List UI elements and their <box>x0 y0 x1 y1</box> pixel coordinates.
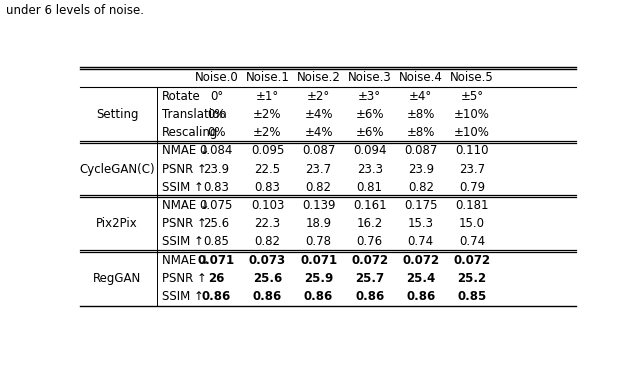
Text: ±2°: ±2° <box>307 90 330 103</box>
Text: 0.74: 0.74 <box>459 236 485 248</box>
Text: 0.072: 0.072 <box>402 254 439 267</box>
Text: Rescaling: Rescaling <box>162 126 218 139</box>
Text: ±2%: ±2% <box>253 126 282 139</box>
Text: 0.82: 0.82 <box>255 236 280 248</box>
Text: ±2%: ±2% <box>253 108 282 121</box>
Text: 0.86: 0.86 <box>355 290 384 303</box>
Text: CycleGAN(C): CycleGAN(C) <box>79 163 155 176</box>
Text: Translation: Translation <box>162 108 227 121</box>
Text: ±4%: ±4% <box>305 126 333 139</box>
Text: ±1°: ±1° <box>256 90 279 103</box>
Text: SSIM ↑: SSIM ↑ <box>162 181 204 194</box>
Text: 0.161: 0.161 <box>353 199 387 212</box>
Text: 0.110: 0.110 <box>455 144 488 158</box>
Text: 0.82: 0.82 <box>305 181 332 194</box>
Text: 0.087: 0.087 <box>404 144 437 158</box>
Text: 0.85: 0.85 <box>204 236 229 248</box>
Text: 0.86: 0.86 <box>202 290 231 303</box>
Text: 0.85: 0.85 <box>457 290 486 303</box>
Text: 0°: 0° <box>210 90 223 103</box>
Text: SSIM ↑: SSIM ↑ <box>162 236 204 248</box>
Text: ±6%: ±6% <box>355 126 384 139</box>
Text: 0.78: 0.78 <box>305 236 332 248</box>
Text: 26: 26 <box>208 272 225 285</box>
Text: Noise.3: Noise.3 <box>348 71 392 84</box>
Text: 25.7: 25.7 <box>355 272 384 285</box>
Text: PSNR ↑: PSNR ↑ <box>162 272 207 285</box>
Text: 22.3: 22.3 <box>255 217 280 230</box>
Text: 0.094: 0.094 <box>353 144 387 158</box>
Text: PSNR ↑: PSNR ↑ <box>162 217 207 230</box>
Text: 0.071: 0.071 <box>300 254 337 267</box>
Text: 23.7: 23.7 <box>305 163 332 176</box>
Text: Rotate: Rotate <box>162 90 200 103</box>
Text: 0.79: 0.79 <box>459 181 485 194</box>
Text: NMAE ↓: NMAE ↓ <box>162 144 210 158</box>
Text: 0.83: 0.83 <box>255 181 280 194</box>
Text: 25.9: 25.9 <box>304 272 333 285</box>
Text: ±10%: ±10% <box>454 108 490 121</box>
Text: 23.7: 23.7 <box>459 163 485 176</box>
Text: 0.83: 0.83 <box>204 181 229 194</box>
Text: RegGAN: RegGAN <box>93 272 141 285</box>
Text: ±5°: ±5° <box>460 90 483 103</box>
Text: 0.86: 0.86 <box>406 290 435 303</box>
Text: NMAE ↓: NMAE ↓ <box>162 199 210 212</box>
Text: 0.095: 0.095 <box>251 144 284 158</box>
Text: Noise.2: Noise.2 <box>296 71 340 84</box>
Text: 25.6: 25.6 <box>204 217 230 230</box>
Text: 0.76: 0.76 <box>356 236 383 248</box>
Text: Noise.4: Noise.4 <box>399 71 443 84</box>
Text: 0.86: 0.86 <box>253 290 282 303</box>
Text: 0.139: 0.139 <box>302 199 335 212</box>
Text: ±4%: ±4% <box>305 108 333 121</box>
Text: ±10%: ±10% <box>454 126 490 139</box>
Text: 0%: 0% <box>207 108 226 121</box>
Text: ±6%: ±6% <box>355 108 384 121</box>
Text: 23.3: 23.3 <box>356 163 383 176</box>
Text: 23.9: 23.9 <box>204 163 230 176</box>
Text: 15.3: 15.3 <box>408 217 434 230</box>
Text: ±8%: ±8% <box>406 126 435 139</box>
Text: 0%: 0% <box>207 126 226 139</box>
Text: ±4°: ±4° <box>409 90 433 103</box>
Text: 0.74: 0.74 <box>408 236 434 248</box>
Text: Noise.5: Noise.5 <box>450 71 493 84</box>
Text: ±8%: ±8% <box>406 108 435 121</box>
Text: 15.0: 15.0 <box>459 217 485 230</box>
Text: SSIM ↑: SSIM ↑ <box>162 290 204 303</box>
Text: 25.6: 25.6 <box>253 272 282 285</box>
Text: 16.2: 16.2 <box>356 217 383 230</box>
Text: 22.5: 22.5 <box>255 163 280 176</box>
Text: 0.072: 0.072 <box>453 254 490 267</box>
Text: 23.9: 23.9 <box>408 163 434 176</box>
Text: 25.4: 25.4 <box>406 272 435 285</box>
Text: 0.084: 0.084 <box>200 144 233 158</box>
Text: 0.087: 0.087 <box>302 144 335 158</box>
Text: under 6 levels of noise.: under 6 levels of noise. <box>6 4 145 17</box>
Text: 0.071: 0.071 <box>198 254 235 267</box>
Text: 0.82: 0.82 <box>408 181 434 194</box>
Text: Noise.0: Noise.0 <box>195 71 238 84</box>
Text: 0.072: 0.072 <box>351 254 388 267</box>
Text: 0.81: 0.81 <box>356 181 383 194</box>
Text: 0.103: 0.103 <box>251 199 284 212</box>
Text: Setting: Setting <box>96 108 138 121</box>
Text: PSNR ↑: PSNR ↑ <box>162 163 207 176</box>
Text: 25.2: 25.2 <box>457 272 486 285</box>
Text: 18.9: 18.9 <box>305 217 332 230</box>
Text: 0.175: 0.175 <box>404 199 438 212</box>
Text: NMAE ↓: NMAE ↓ <box>162 254 210 267</box>
Text: 0.075: 0.075 <box>200 199 233 212</box>
Text: ±3°: ±3° <box>358 90 381 103</box>
Text: Noise.1: Noise.1 <box>246 71 289 84</box>
Text: 0.073: 0.073 <box>249 254 286 267</box>
Text: Pix2Pix: Pix2Pix <box>97 217 138 230</box>
Text: 0.86: 0.86 <box>304 290 333 303</box>
Text: 0.181: 0.181 <box>455 199 488 212</box>
